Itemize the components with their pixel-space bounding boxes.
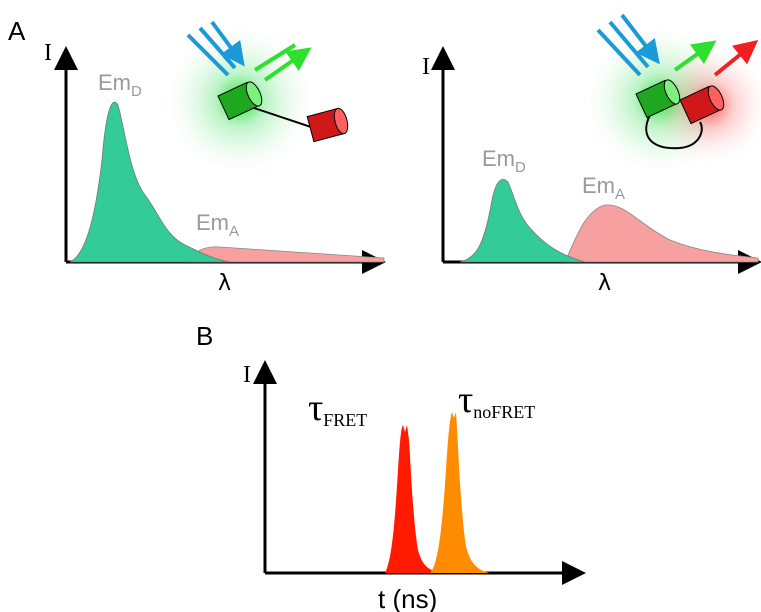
y-axis-label: I <box>44 40 52 66</box>
nofret-pulse <box>430 412 490 573</box>
donor-label: EmD <box>98 70 142 100</box>
panel-label: B <box>196 321 213 351</box>
donor-label: EmD <box>482 146 526 176</box>
molecule-no-fret <box>165 20 349 175</box>
x-axis-label: λ <box>598 271 611 296</box>
acceptor-label: EmA <box>582 173 625 203</box>
donor-peak <box>69 101 231 263</box>
x-axis-label: λ <box>218 271 231 296</box>
y-axis-label: I <box>422 54 430 80</box>
y-axis-label: I <box>243 362 251 388</box>
x-axis-label: t (ns) <box>378 584 437 612</box>
acceptor-label: EmA <box>196 210 239 240</box>
fret-label: τFRET <box>308 387 367 430</box>
panel-label: A <box>8 16 26 46</box>
donor-peak <box>459 179 586 263</box>
molecule-fret <box>585 13 761 175</box>
acceptor-peak <box>564 204 759 263</box>
nofret-label: τnoFRET <box>458 379 535 422</box>
acceptor-peak <box>189 246 385 263</box>
fret-pulse <box>385 425 440 573</box>
